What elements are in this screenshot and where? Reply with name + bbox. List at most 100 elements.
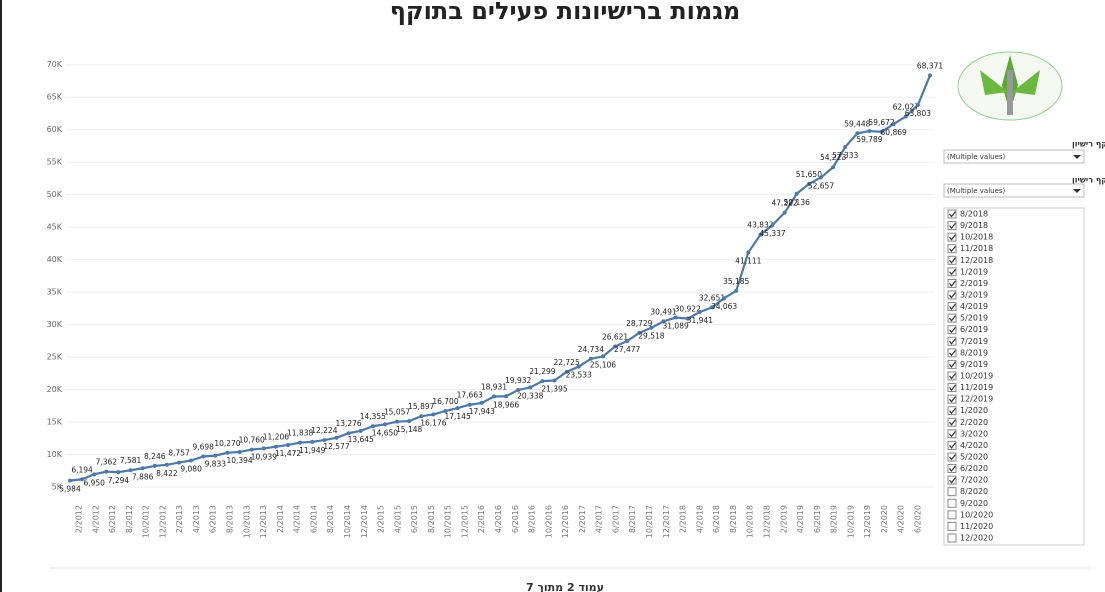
point bbox=[697, 309, 702, 314]
point bbox=[92, 472, 97, 477]
dropdown[interactable] bbox=[943, 149, 1085, 164]
point bbox=[806, 181, 811, 186]
checkmark bbox=[949, 211, 956, 218]
checkbox[interactable] bbox=[947, 429, 957, 439]
checkmark bbox=[949, 234, 956, 241]
checkbox[interactable] bbox=[947, 521, 957, 531]
point bbox=[649, 325, 654, 330]
dropdown[interactable] bbox=[943, 183, 1085, 198]
point bbox=[613, 344, 618, 349]
checkbox[interactable] bbox=[947, 325, 957, 335]
point bbox=[661, 319, 666, 324]
checkbox-label: 10/2018 bbox=[960, 233, 993, 242]
x-tick-label: 2/2012 bbox=[75, 505, 84, 533]
checkbox[interactable] bbox=[947, 267, 957, 277]
data-label: 27,477 bbox=[614, 345, 640, 354]
point bbox=[455, 406, 460, 411]
data-label: 9,698 bbox=[192, 442, 214, 451]
data-label: 54,223 bbox=[820, 153, 846, 162]
checkbox[interactable] bbox=[947, 359, 957, 369]
point bbox=[310, 439, 315, 444]
checkbox[interactable] bbox=[947, 417, 957, 427]
checkbox[interactable] bbox=[947, 221, 957, 231]
x-tick-label: 6/2015 bbox=[410, 505, 419, 533]
checkbox[interactable] bbox=[947, 313, 957, 323]
data-label: 12,577 bbox=[323, 442, 349, 451]
checkbox[interactable] bbox=[947, 348, 957, 358]
checkbox-label: 6/2019 bbox=[960, 325, 988, 334]
x-tick-label: 8/2017 bbox=[628, 505, 637, 533]
x-tick-label: 4/2018 bbox=[695, 505, 704, 533]
checkbox[interactable] bbox=[947, 487, 957, 497]
data-label: 34,063 bbox=[711, 302, 737, 311]
checkbox[interactable] bbox=[947, 440, 957, 450]
x-tick-label: 10/2018 bbox=[746, 505, 755, 538]
checkbox[interactable] bbox=[947, 255, 957, 265]
x-tick-label: 6/2014 bbox=[309, 505, 318, 533]
data-label: 17,663 bbox=[457, 391, 483, 400]
filter-title: חודש תוקף רישיון bbox=[1072, 176, 1105, 185]
checkbox[interactable] bbox=[947, 533, 957, 543]
x-tick-label: 12/2014 bbox=[360, 505, 369, 538]
point bbox=[273, 444, 278, 449]
point bbox=[225, 450, 230, 455]
checkmark bbox=[949, 419, 956, 426]
data-label: 9,080 bbox=[180, 465, 202, 474]
checkbox[interactable] bbox=[947, 475, 957, 485]
data-label: 62,027 bbox=[893, 103, 919, 112]
checkbox[interactable] bbox=[947, 510, 957, 520]
y-tick-label: 50K bbox=[47, 190, 63, 199]
checkbox[interactable] bbox=[947, 209, 957, 219]
checkbox[interactable] bbox=[947, 290, 957, 300]
point bbox=[443, 409, 448, 413]
data-label: 23,533 bbox=[566, 371, 592, 380]
checkbox[interactable] bbox=[947, 406, 957, 416]
point bbox=[879, 129, 884, 134]
data-label: 6,950 bbox=[83, 478, 105, 487]
data-label: 15,148 bbox=[396, 425, 422, 434]
checkbox[interactable] bbox=[947, 336, 957, 346]
point bbox=[903, 114, 908, 119]
checkmark bbox=[949, 245, 956, 253]
checkmark bbox=[949, 454, 956, 461]
data-label: 22,725 bbox=[553, 358, 579, 367]
checkbox[interactable] bbox=[947, 244, 957, 254]
checkbox[interactable] bbox=[947, 452, 957, 462]
y-tick-label: 15K bbox=[47, 418, 63, 427]
point bbox=[564, 369, 569, 374]
data-label: 20,338 bbox=[517, 391, 543, 400]
checkbox[interactable] bbox=[947, 302, 957, 312]
checkmark bbox=[949, 384, 956, 392]
data-label: 21,299 bbox=[529, 367, 555, 376]
data-label: 14,355 bbox=[360, 412, 386, 421]
checkbox[interactable] bbox=[947, 278, 957, 288]
data-label: 59,789 bbox=[856, 135, 882, 144]
checkmark bbox=[949, 361, 956, 368]
checkbox[interactable] bbox=[947, 464, 957, 474]
checkbox[interactable] bbox=[947, 232, 957, 242]
point bbox=[540, 379, 545, 384]
logo bbox=[957, 51, 1063, 121]
data-label: 9,833 bbox=[205, 460, 227, 469]
y-tick-label: 65K bbox=[47, 93, 63, 102]
checkbox[interactable] bbox=[947, 498, 957, 508]
data-label: 15,057 bbox=[384, 408, 410, 417]
checkbox-label: 12/2018 bbox=[960, 256, 993, 265]
checkbox-label: 10/2019 bbox=[960, 371, 993, 380]
checkbox[interactable] bbox=[947, 371, 957, 381]
checkmark bbox=[949, 465, 956, 473]
checkbox[interactable] bbox=[947, 383, 957, 393]
data-label: 26,621 bbox=[602, 333, 628, 342]
point bbox=[491, 394, 496, 399]
x-tick-label: 8/2013 bbox=[226, 505, 235, 533]
point bbox=[504, 394, 509, 399]
data-label: 59,448 bbox=[844, 119, 870, 128]
checkbox-list bbox=[943, 207, 1085, 546]
checkmark bbox=[949, 268, 956, 276]
checkbox[interactable] bbox=[947, 394, 957, 404]
point bbox=[673, 315, 678, 320]
y-tick-label: 60K bbox=[47, 125, 63, 134]
data-label: 43,832 bbox=[747, 221, 773, 230]
point bbox=[588, 356, 593, 361]
